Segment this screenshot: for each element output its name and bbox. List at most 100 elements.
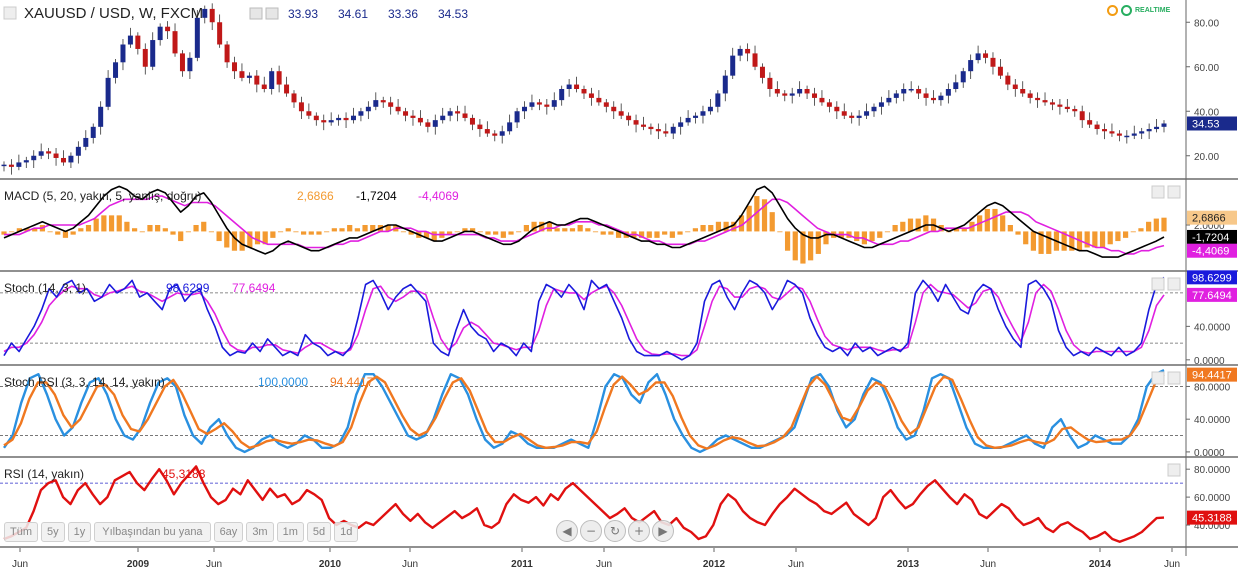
macd-histogram-bar bbox=[884, 231, 891, 233]
macd-histogram-bar bbox=[231, 231, 238, 251]
range-button-3m[interactable]: 3m bbox=[246, 522, 274, 542]
macd-histogram-bar bbox=[608, 231, 614, 235]
reset-icon[interactable]: ↻ bbox=[604, 520, 626, 542]
candle-body bbox=[127, 35, 133, 45]
candle-body bbox=[142, 48, 148, 67]
candle-body bbox=[254, 75, 260, 85]
macd-histogram-bar bbox=[585, 228, 591, 232]
candle-body bbox=[194, 17, 200, 58]
candle-body bbox=[395, 106, 401, 112]
macd-histogram-bar bbox=[408, 231, 414, 235]
zoom-out-icon[interactable]: − bbox=[580, 520, 602, 542]
candle-body bbox=[997, 66, 1003, 76]
stochrsi-k-line bbox=[3, 369, 1165, 454]
scroll-left-icon[interactable]: ◀ bbox=[556, 520, 578, 542]
candle-body bbox=[432, 120, 438, 127]
range-button-5y[interactable]: 5y bbox=[41, 522, 65, 542]
macd-histogram-bar bbox=[347, 225, 353, 232]
candle-body bbox=[581, 89, 587, 94]
rsi-legend-value: 45,3188 bbox=[162, 467, 206, 481]
candle-body bbox=[60, 157, 66, 163]
macd-histogram-bar bbox=[639, 231, 645, 238]
macd-histogram-bar bbox=[523, 225, 529, 232]
candle-body bbox=[455, 111, 461, 114]
macd-histogram-bar bbox=[162, 228, 168, 232]
macd-histogram-bar bbox=[293, 231, 299, 233]
candle-body bbox=[113, 62, 119, 78]
candle-body bbox=[663, 131, 669, 134]
candle-body bbox=[447, 111, 453, 116]
candle-body bbox=[16, 162, 22, 167]
time-axis-label: 2011 bbox=[511, 559, 533, 570]
macd-histogram-bar bbox=[1130, 231, 1136, 233]
candle-body bbox=[1072, 109, 1078, 112]
macd-histogram-bar bbox=[731, 221, 737, 232]
candle-body bbox=[306, 111, 312, 116]
macd-histogram-bar bbox=[262, 231, 268, 245]
candle-body bbox=[120, 44, 126, 63]
candle-body bbox=[544, 104, 550, 107]
candle-body bbox=[1102, 129, 1108, 132]
candle-body bbox=[618, 111, 624, 116]
stochrsi-d-line bbox=[3, 373, 1165, 450]
candle-body bbox=[737, 48, 743, 56]
candle-body bbox=[284, 84, 290, 94]
candle-body bbox=[574, 84, 580, 89]
candle-body bbox=[209, 8, 215, 23]
candle-body bbox=[217, 22, 223, 45]
range-button-1d[interactable]: 1d bbox=[334, 522, 359, 542]
macd-histogram-bar bbox=[754, 196, 760, 232]
stoch-d-value-label-bg bbox=[1187, 287, 1237, 302]
macd-histogram-bar bbox=[277, 231, 284, 233]
candle-body bbox=[90, 126, 96, 138]
stochrsi-legend-k: 100,0000 bbox=[258, 375, 308, 389]
macd-histogram-bar bbox=[55, 231, 61, 235]
candle-body bbox=[68, 155, 74, 163]
macd-histogram-bar bbox=[78, 228, 84, 232]
scroll-right-icon[interactable]: ▶ bbox=[652, 520, 674, 542]
candle-body bbox=[1005, 75, 1011, 85]
zoom-in-icon[interactable]: + bbox=[628, 520, 650, 542]
macd-histogram-bar bbox=[569, 228, 576, 232]
macd-histogram-bar bbox=[646, 231, 652, 238]
candle-body bbox=[224, 44, 230, 63]
macd-histogram-bar bbox=[431, 231, 437, 242]
candle-body bbox=[321, 120, 327, 123]
macd-histogram-bar bbox=[877, 231, 883, 238]
time-axis-label: 2013 bbox=[897, 559, 920, 570]
range-button-1m[interactable]: 1m bbox=[276, 522, 304, 542]
macd-histogram-bar bbox=[662, 231, 668, 235]
macd-histogram-bar bbox=[423, 231, 430, 238]
stochrsi-legend-d: 94,4417 bbox=[330, 375, 374, 389]
macd-legend-signal: -4,4069 bbox=[418, 189, 459, 203]
macd-histogram-bar bbox=[1038, 231, 1044, 254]
pane-up-icon bbox=[1151, 185, 1165, 199]
macd-histogram-bar bbox=[24, 228, 30, 232]
candle-body bbox=[834, 106, 840, 112]
range-button-5d[interactable]: 5d bbox=[306, 522, 332, 542]
candle-body bbox=[38, 151, 44, 156]
last-price-label-bg bbox=[1187, 116, 1237, 131]
range-button-6m[interactable]: 6ay bbox=[213, 522, 244, 542]
macd-histogram-bar bbox=[1, 231, 7, 235]
range-button-ytd[interactable]: Yılbaşından bu yana bbox=[94, 522, 211, 542]
range-button-all[interactable]: Tüm bbox=[4, 522, 38, 542]
macd-histogram-bar bbox=[700, 225, 706, 232]
price-tick-label: 40.00 bbox=[1194, 107, 1219, 118]
candle-body bbox=[499, 131, 505, 136]
candle-body bbox=[358, 111, 364, 116]
range-button-1y[interactable]: 1y bbox=[67, 522, 92, 542]
candle-body bbox=[440, 115, 446, 121]
macd-histogram-bar bbox=[116, 215, 122, 232]
macd-value-label-bg bbox=[1187, 229, 1237, 244]
candle-body bbox=[105, 77, 111, 107]
macd-legend-histogram: 2,6866 bbox=[297, 189, 334, 203]
candle-body bbox=[373, 100, 379, 107]
price-tick-label: 20.00 bbox=[1194, 152, 1219, 163]
candle-body bbox=[157, 26, 163, 41]
candle-body bbox=[83, 137, 89, 147]
candle-body bbox=[425, 122, 431, 127]
macd-histogram-bar bbox=[101, 215, 107, 232]
macd-signal-value-label: -4,4069 bbox=[1192, 246, 1229, 258]
macd-histogram-bar bbox=[93, 218, 99, 232]
